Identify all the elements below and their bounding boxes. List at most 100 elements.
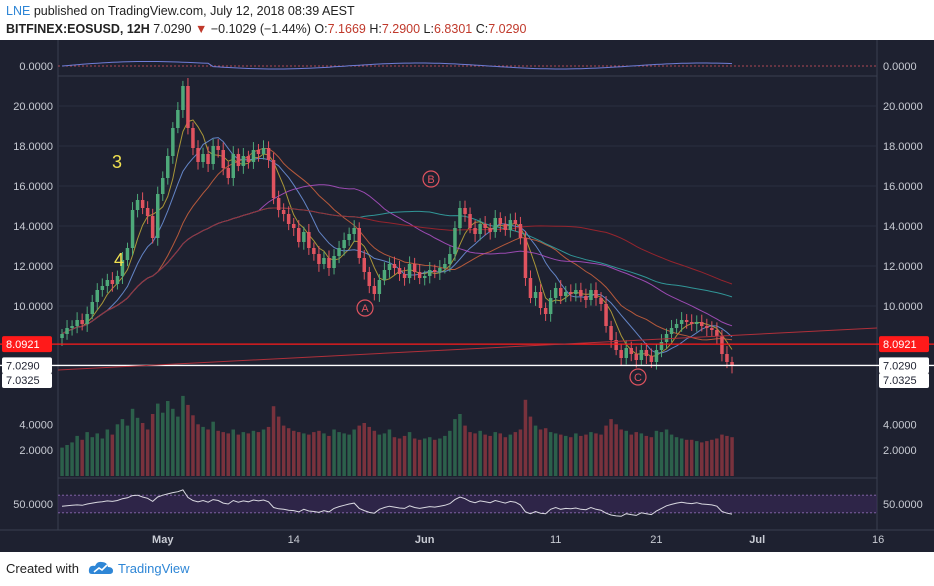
candle-down [609,326,613,340]
volume-bar [634,432,638,476]
candle-up [130,210,135,248]
candle-down [236,154,241,166]
volume-bar [417,439,422,476]
volume-bar [730,437,734,476]
wave-label-a: A [361,303,369,315]
candle-up [548,298,553,314]
candle-up [322,258,326,264]
volume-bar [246,433,251,476]
volume-bar [347,434,351,476]
candle-down [473,228,477,234]
candle-down [221,150,225,168]
secondary-badge-left [2,373,52,388]
candle-up [443,264,447,268]
price-axes: 20.0000 20.0000 18.0000 18.0000 16.0000 16.00… [13,61,923,511]
price-tick-label-right: 14.0000 [883,221,923,233]
volume-bar [216,430,220,476]
candle-down [523,238,528,278]
candle-up [377,280,382,294]
rsi-band [58,495,877,513]
volume-bar [689,439,694,476]
volume-bar [528,416,533,476]
candle-down [307,232,311,248]
candle-down [513,220,518,224]
candle-down [528,278,533,298]
volume-bar [644,435,649,476]
trend-line [57,327,878,371]
volume-bar [201,426,205,476]
candle-down [206,154,210,164]
volume-bar [292,430,296,476]
volume-bar [584,434,588,476]
candle-up [624,348,628,358]
price-tick-label-right: 12.0000 [883,261,923,273]
volume-bar [352,429,356,476]
volume-bar [110,434,115,476]
volume-bar [176,416,180,476]
candle-down [281,210,286,214]
footer: Created with TradingView [0,552,934,586]
candle-up [553,288,558,298]
oscillator-line [61,61,733,70]
volume-bar [115,424,120,476]
price-chart[interactable]: 8.0921 8.0921 7.0290 7.0290 7.0325 7.0325 20.… [0,40,934,552]
candle-up [332,256,336,268]
volume-bar [407,432,412,476]
candle-down [730,362,734,366]
wave-label-3: 3 [112,152,122,172]
candle-up [70,326,74,328]
rsi-line [61,489,733,517]
volume-bar [553,433,558,476]
volume-bar [478,430,482,476]
volume-bar [669,434,674,476]
volume-tick-label-left: 2.0000 [19,445,53,457]
candle-up [428,270,432,276]
close-label: C: [475,22,489,36]
volume-bar [700,442,704,476]
candle-up [493,218,497,232]
tradingview-link[interactable]: TradingView [118,561,190,576]
publish-line: LNE published on TradingView.com, July 1… [6,4,355,18]
volume-bar [574,433,578,476]
volume-bar [302,433,306,476]
author-link[interactable]: LNE [6,4,31,18]
time-tick-label: Jun [415,534,435,546]
candle-down [634,354,638,360]
wave-circle-a [356,299,374,317]
volume-bar [95,433,99,476]
time-tick-label: 21 [650,534,662,546]
candle-down [503,224,508,230]
candle-up [100,286,105,290]
candle-down [629,348,633,354]
wave-circle-c [629,368,647,386]
volume-bar [609,419,613,476]
volume-bar [538,429,543,476]
candle-up [564,292,568,296]
osc-tick-label-left: 0.0000 [19,61,53,73]
candle-down [145,208,150,216]
volume-bar [125,425,130,476]
horizontal-lines[interactable]: 8.0921 8.0921 7.0290 7.0290 7.0325 7.0325 [0,327,934,388]
volume-bar [488,435,492,476]
volume-bar [428,437,432,476]
price-badge-label-right: 8.0921 [883,339,917,351]
volume-bar [105,429,110,476]
volume-bar [332,429,336,476]
candle-up [448,254,452,264]
volume-bar [191,415,195,476]
candle-up [478,224,482,234]
high-label: H: [369,22,382,36]
volume-bar [140,423,145,476]
volume-bar [599,434,603,476]
volume-bar [443,435,447,476]
candle-up [407,264,412,278]
candle-down [488,228,492,232]
wave-label-4: 4 [114,250,124,270]
volume-bar [453,419,457,476]
low-value: 6.8301 [433,22,473,36]
volume-bar [130,408,135,476]
volume-bar [473,433,477,476]
volume-bar [65,445,69,476]
volume-bar [589,432,593,476]
candle-down [417,272,422,278]
